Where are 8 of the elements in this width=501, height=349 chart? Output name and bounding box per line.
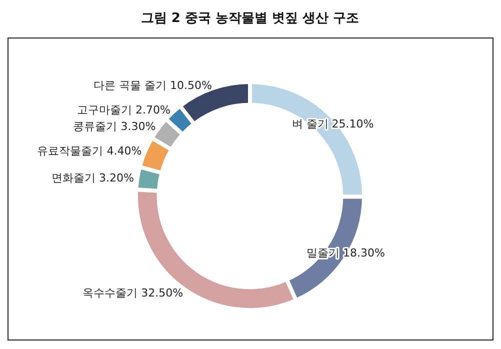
slice-label: 면화줄기 3.20% xyxy=(52,172,134,185)
slice-label: 옥수수줄기 32.50% xyxy=(82,286,184,300)
slice-label: 고구마줄기 2.70% xyxy=(76,104,170,117)
slice-label: 다른 곡물 줄기 10.50% xyxy=(94,78,212,92)
slice-label: 유료작물줄기 4.40% xyxy=(37,144,142,158)
slice-label: 벼 줄기 25.10% xyxy=(292,118,374,131)
chart-title: 그림 2 중국 농작물별 볏짚 생산 구조 xyxy=(140,11,360,26)
slice-label: 콩류줄기 3.30% xyxy=(73,120,156,134)
